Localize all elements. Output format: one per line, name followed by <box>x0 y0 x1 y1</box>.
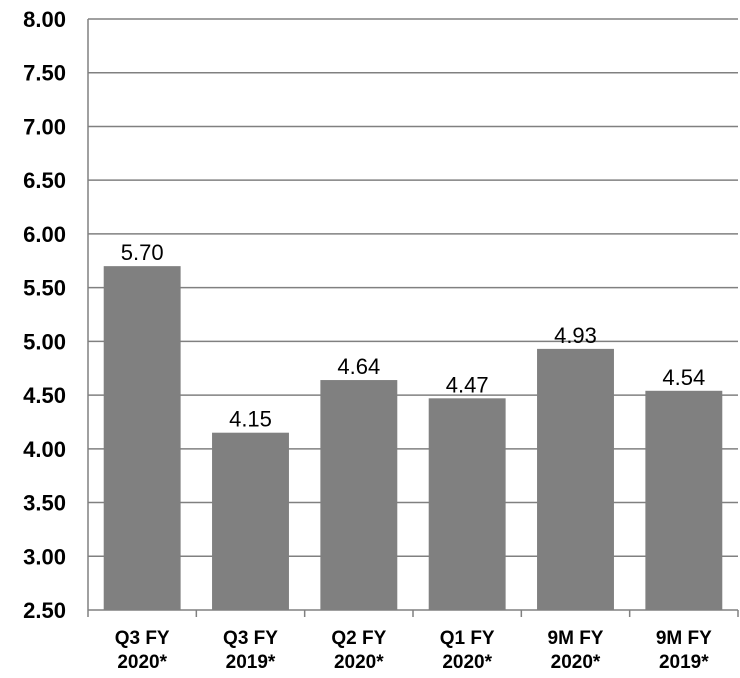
y-tick-label: 2.50 <box>23 598 66 623</box>
x-tick-label: Q3 FY 2019* <box>223 628 278 673</box>
x-axis-ticks: Q3 FY 2020* Q3 FY 2019* Q2 FY 2020* Q1 FY 2020*… <box>115 628 712 673</box>
y-axis-ticks: 2.50 3.00 3.50 4.00 4.50 5.00 5.50 6.00 6.50 7.00… <box>23 7 66 623</box>
gridlines <box>88 18 738 558</box>
y-tick-label: 7.50 <box>23 61 66 86</box>
data-label: 4.47 <box>446 372 489 397</box>
x-tick-label: 9M FY 2020* <box>548 628 604 673</box>
x-tick-label: Q1 FY 2020* <box>440 628 495 673</box>
y-tick-label: 3.00 <box>23 544 66 569</box>
y-tick-label: 3.50 <box>23 491 66 516</box>
x-tick-label: Q3 FY 2020* <box>115 628 170 673</box>
data-label: 4.64 <box>337 354 380 379</box>
data-labels: 5.70 4.15 4.64 4.47 4.93 4.54 <box>121 240 705 432</box>
data-label: 4.54 <box>662 365 705 390</box>
bar <box>320 380 398 610</box>
x-tick-label: 9M FY 2019* <box>656 628 712 673</box>
bars <box>103 266 723 610</box>
data-label: 4.93 <box>554 323 597 348</box>
bar <box>537 348 614 610</box>
y-tick-label: 6.00 <box>23 222 66 247</box>
bar <box>428 398 506 610</box>
y-tick-label: 6.50 <box>23 168 66 193</box>
x-tick-label: Q2 FY 2020* <box>331 628 386 673</box>
y-tick-label: 4.50 <box>23 383 66 408</box>
y-tick-label: 8.00 <box>23 7 66 32</box>
data-label: 4.15 <box>229 407 272 432</box>
bar <box>212 432 289 610</box>
bar <box>103 266 181 610</box>
data-label: 5.70 <box>121 240 164 265</box>
y-tick-label: 7.00 <box>23 114 66 139</box>
y-tick-label: 5.00 <box>23 329 66 354</box>
y-tick-label: 4.00 <box>23 437 66 462</box>
axes <box>87 19 739 617</box>
y-tick-label: 5.50 <box>23 276 66 301</box>
bar <box>645 390 723 610</box>
